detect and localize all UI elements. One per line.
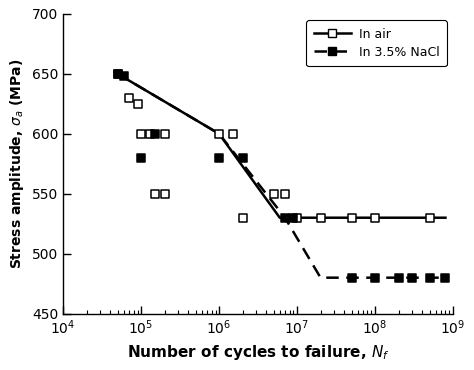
Point xyxy=(114,71,121,77)
Point xyxy=(239,215,246,221)
Point xyxy=(409,275,416,280)
Point xyxy=(239,155,246,161)
Point xyxy=(395,275,402,280)
Point xyxy=(215,155,223,161)
Point xyxy=(348,275,356,280)
Point xyxy=(137,155,145,161)
Point xyxy=(137,131,145,137)
Point xyxy=(371,215,379,221)
Point xyxy=(442,275,449,280)
Point xyxy=(146,131,154,137)
Point xyxy=(120,73,128,79)
X-axis label: Number of cycles to failure, $N_f$: Number of cycles to failure, $N_f$ xyxy=(127,343,390,361)
Point xyxy=(290,215,297,221)
Point xyxy=(293,215,301,221)
Legend: In air, In 3.5% NaCl: In air, In 3.5% NaCl xyxy=(306,20,447,66)
Point xyxy=(151,131,159,137)
Point xyxy=(426,215,433,221)
Point xyxy=(134,101,141,107)
Point xyxy=(161,131,168,137)
Point xyxy=(348,215,356,221)
Point xyxy=(371,275,379,280)
Point xyxy=(114,71,121,77)
Y-axis label: Stress amplitude, $\sigma_a$ (MPa): Stress amplitude, $\sigma_a$ (MPa) xyxy=(9,58,27,269)
Point xyxy=(270,191,277,197)
Point xyxy=(229,131,237,137)
Point xyxy=(125,95,133,101)
Point xyxy=(215,131,223,137)
Point xyxy=(317,215,324,221)
Point xyxy=(426,275,433,280)
Point xyxy=(161,191,168,197)
Point xyxy=(281,215,289,221)
Point xyxy=(151,191,159,197)
Point xyxy=(281,191,289,197)
